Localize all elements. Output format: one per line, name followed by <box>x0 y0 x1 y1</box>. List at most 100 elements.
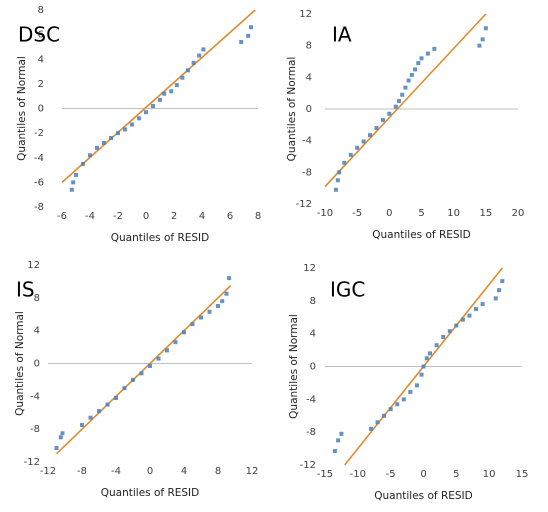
point <box>419 56 424 61</box>
point <box>421 364 426 369</box>
x-tick-label: 8 <box>215 466 221 477</box>
point <box>165 348 169 353</box>
y-tick-label: -4 <box>302 136 312 147</box>
y-tick-label: -12 <box>24 457 40 468</box>
x-tick-label: -15 <box>317 469 333 480</box>
x-tick-label: 4 <box>181 466 187 477</box>
y-tick-label: -8 <box>302 167 312 178</box>
x-tick-label: -12 <box>40 466 56 477</box>
point <box>419 372 424 377</box>
point <box>97 409 101 414</box>
point <box>380 118 385 123</box>
y-tick-label: 0 <box>310 362 316 373</box>
point <box>88 153 92 158</box>
point <box>388 407 393 412</box>
point <box>69 187 74 192</box>
point <box>368 426 373 431</box>
point <box>493 296 498 301</box>
point <box>337 170 342 175</box>
x-tick-label: 20 <box>512 208 525 219</box>
point <box>355 145 360 150</box>
point <box>416 61 421 66</box>
point <box>180 75 185 80</box>
x-tick-label: -5 <box>352 208 362 219</box>
y-tick-label: 6 <box>38 30 44 41</box>
x-tick-label: -10 <box>317 208 333 219</box>
point <box>409 72 414 77</box>
point <box>432 46 437 51</box>
point <box>393 104 398 109</box>
point <box>174 83 179 88</box>
point <box>122 386 127 391</box>
x-tick-label: 15 <box>516 469 529 480</box>
point <box>220 299 225 304</box>
point <box>474 307 479 312</box>
point <box>497 288 502 293</box>
point <box>182 330 186 335</box>
point <box>249 25 253 30</box>
y-tick-label: 4 <box>38 54 44 65</box>
x-tick-label: -10 <box>350 469 366 480</box>
point <box>186 68 190 73</box>
x-tick-label: 15 <box>479 208 492 219</box>
point <box>441 334 446 339</box>
point <box>500 279 505 284</box>
point <box>333 187 338 192</box>
x-tick-label: 0 <box>386 208 392 219</box>
point <box>216 304 220 309</box>
x-tick-label: 6 <box>227 211 233 222</box>
y-axis-label: Quantiles of Normal <box>288 314 300 419</box>
y-tick-label: 0 <box>306 104 312 115</box>
point <box>374 126 379 130</box>
y-axis-label: Quantiles of Normal <box>14 311 26 416</box>
x-tick-label: -4 <box>111 466 121 477</box>
y-tick-label: 12 <box>299 9 312 20</box>
y-tick-label: -8 <box>306 427 316 438</box>
y-tick-label: -12 <box>300 460 316 471</box>
point <box>158 97 162 102</box>
point <box>95 145 99 150</box>
point <box>400 92 405 97</box>
point <box>173 340 178 345</box>
point <box>169 89 174 94</box>
point <box>348 152 353 157</box>
x-tick-label: 2 <box>171 211 177 222</box>
point <box>408 389 413 394</box>
point <box>342 160 347 165</box>
y-tick-label: -2 <box>34 128 44 139</box>
point <box>375 420 380 425</box>
point <box>477 43 482 48</box>
x-tick-label: -2 <box>113 211 123 222</box>
x-tick-label: 5 <box>418 208 424 219</box>
point <box>424 356 429 361</box>
point <box>361 139 366 144</box>
reference-line <box>61 9 256 183</box>
y-tick-label: 12 <box>303 263 316 274</box>
y-tick-label: 8 <box>38 5 44 16</box>
chart-title: IA <box>332 23 352 47</box>
point <box>428 351 433 356</box>
y-tick-label: 12 <box>27 260 40 271</box>
point <box>414 383 419 388</box>
point <box>54 446 59 451</box>
y-tick-label: 8 <box>306 41 312 52</box>
point <box>156 356 161 361</box>
y-tick-label: 2 <box>38 79 44 90</box>
reference-line <box>55 284 232 455</box>
point <box>81 161 85 166</box>
y-tick-label: -12 <box>296 199 312 210</box>
point <box>396 99 401 104</box>
x-tick-label: -5 <box>386 469 396 480</box>
point <box>191 60 196 65</box>
x-tick-label: 12 <box>246 466 259 477</box>
point <box>71 180 76 185</box>
point <box>467 313 472 318</box>
x-tick-label: 0 <box>147 466 153 477</box>
point <box>144 110 148 115</box>
point <box>58 435 63 440</box>
point <box>480 302 485 307</box>
point <box>162 91 167 96</box>
x-tick-label: 0 <box>143 211 149 222</box>
point <box>88 415 93 420</box>
